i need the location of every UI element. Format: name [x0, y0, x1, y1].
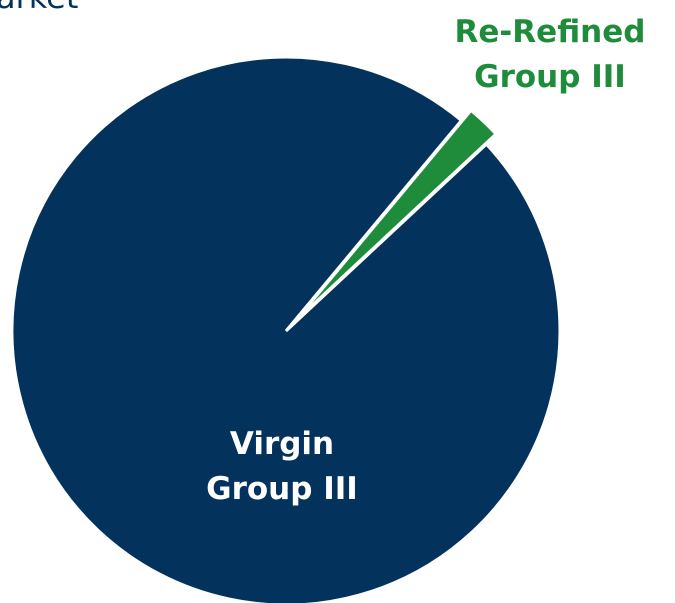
slice-label: Re-Refined Group III	[454, 14, 646, 95]
pie-slice	[10, 55, 562, 603]
slice-label: Virgin Group III	[206, 426, 358, 507]
pie-slice	[294, 108, 499, 322]
chart-title: arket	[0, 0, 78, 16]
